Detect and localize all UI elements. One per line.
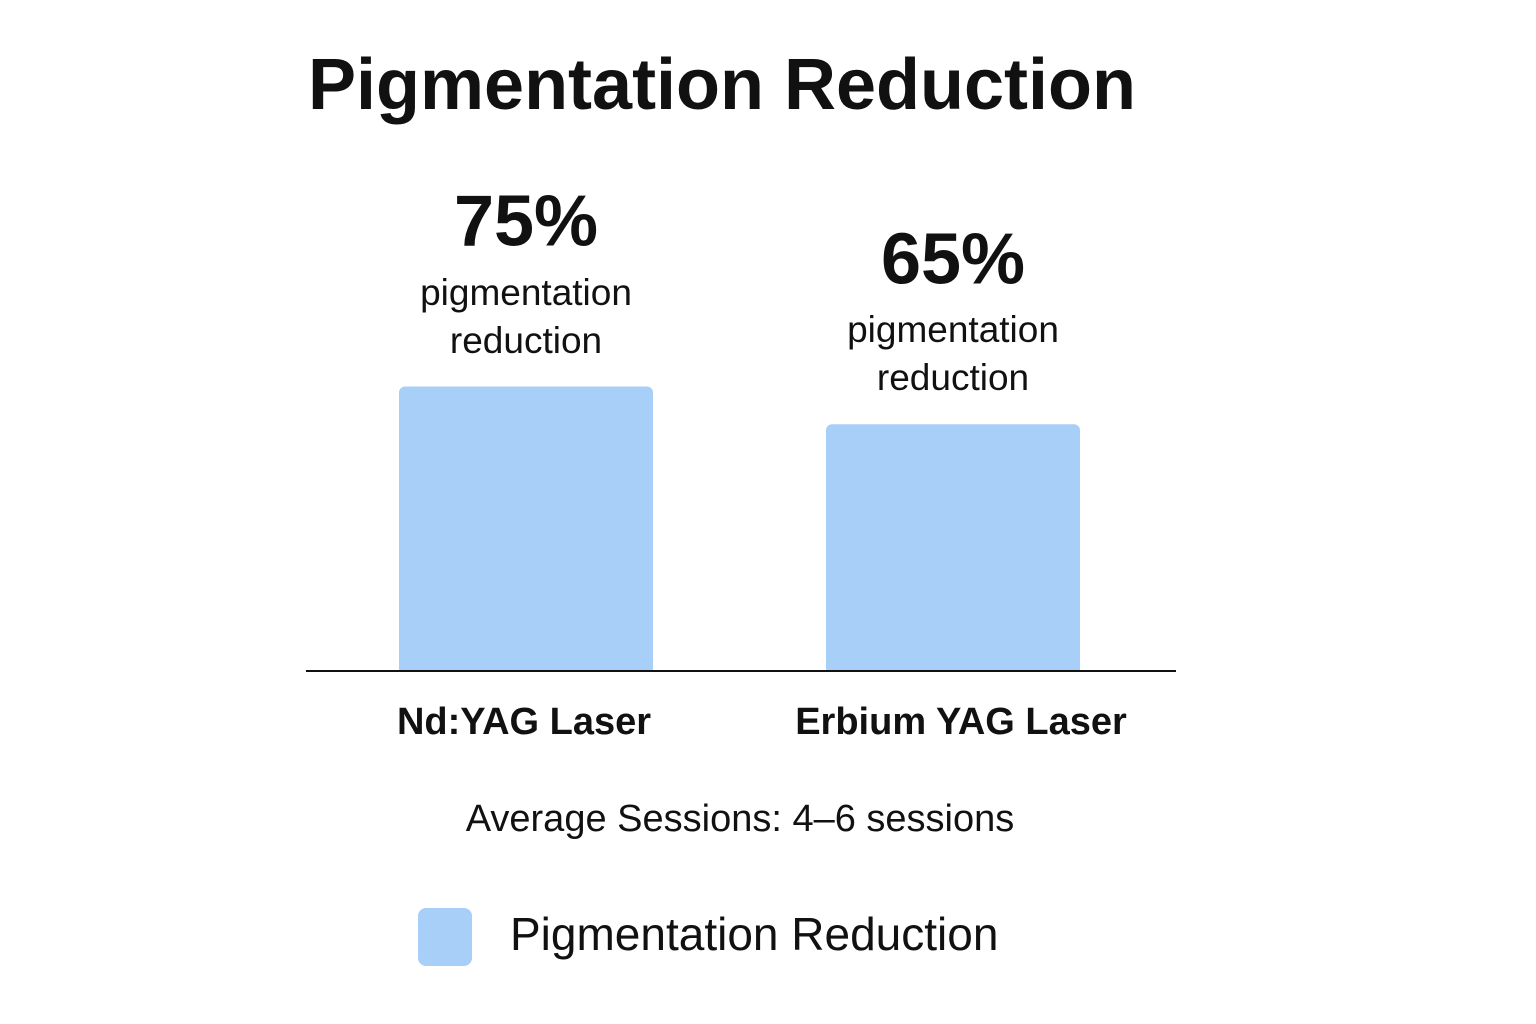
legend-swatch <box>418 908 472 966</box>
x-tick-label: Nd:YAG Laser <box>397 701 651 743</box>
x-tick-label: Erbium YAG Laser <box>795 701 1127 743</box>
value-label: 75% <box>454 182 598 262</box>
bar <box>399 386 653 670</box>
value-label: 65% <box>881 219 1025 299</box>
legend-label: Pigmentation Reduction <box>510 908 998 960</box>
bar-base <box>399 662 653 670</box>
bar-base <box>826 662 1080 670</box>
chart-title: Pigmentation Reduction <box>308 45 1136 125</box>
value-caption: pigmentation reduction <box>420 271 632 361</box>
value-caption: pigmentation reduction <box>847 309 1059 399</box>
annotation: Average Sessions: 4–6 sessions <box>466 798 1015 840</box>
bar <box>826 424 1080 670</box>
